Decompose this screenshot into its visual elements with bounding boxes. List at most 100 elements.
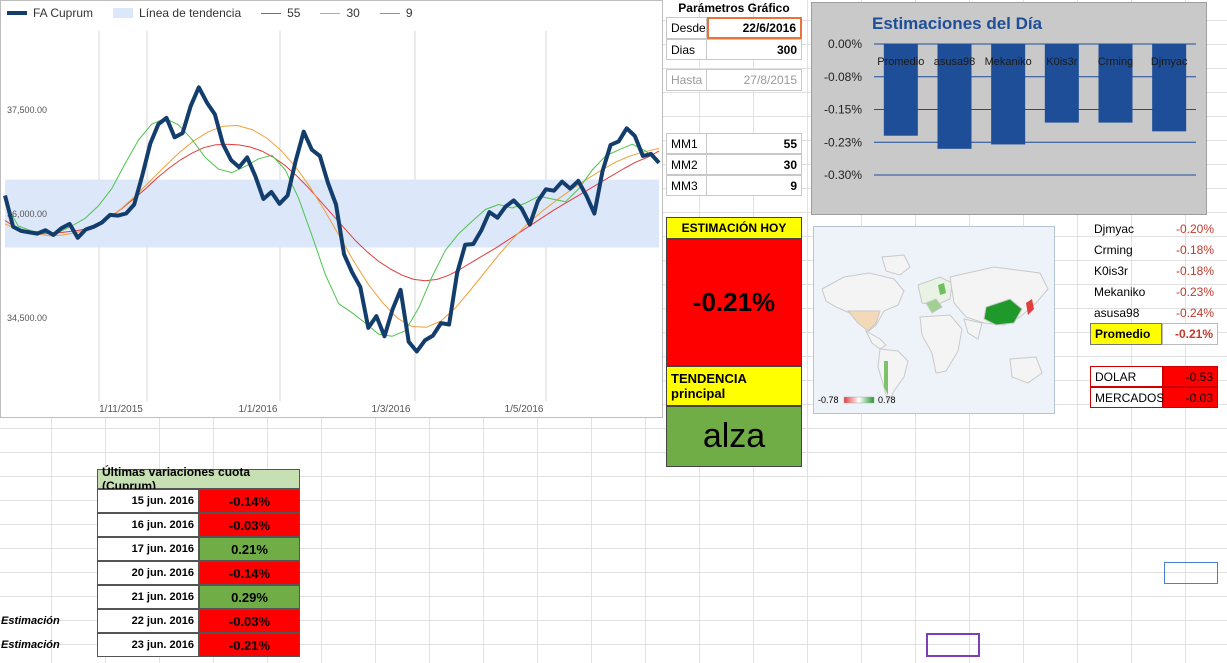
legend-label: FA Cuprum [33, 6, 94, 20]
bar-chart-y-tick: 0.00% [828, 37, 862, 51]
variacion-tag: Estimación [1, 639, 60, 651]
tendencia-value: alza [666, 406, 802, 467]
dias-label: Dias [666, 39, 707, 60]
variacion-value: -0.03% [199, 609, 300, 633]
variacion-tag [0, 537, 96, 561]
estimaciones-bar-chart[interactable]: Estimaciones del Día 0.00% -0.08% -0.15% -0… [811, 2, 1207, 215]
active-cell-cursor[interactable] [926, 633, 980, 657]
legend-label: 55 [287, 6, 301, 20]
mm2-input[interactable]: 30 [706, 154, 802, 175]
user-estimate: -0.23% [1175, 284, 1214, 299]
variaciones-title: Últimas variaciones cuota (Cuprum) [97, 465, 300, 493]
variacion-value: 0.21% [199, 537, 300, 561]
bar-category-label: K0is3r [1046, 56, 1078, 68]
legend-swatch [320, 12, 341, 14]
dias-input[interactable]: 300 [706, 39, 802, 60]
variacion-value: -0.14% [199, 561, 300, 585]
variacion-date: 20 jun. 2016 [97, 561, 199, 585]
variacion-date: 15 jun. 2016 [97, 489, 199, 513]
legend-item[interactable]: 9 [379, 6, 413, 20]
variacion-value: -0.14% [199, 489, 300, 513]
variacion-value: -0.21% [199, 633, 300, 657]
legend-item[interactable]: Línea de tendencia [113, 6, 241, 20]
bar-category-label: Promedio [877, 56, 924, 68]
variacion-date: 21 jun. 2016 [97, 585, 199, 609]
ma-9-series-line [4, 118, 660, 337]
bar-chart-y-tick: -0.08% [824, 70, 862, 84]
world-map-shapes [821, 254, 1049, 405]
legend-swatch [7, 11, 27, 15]
bar-category-label: asusa98 [934, 56, 976, 68]
estimaciones-chart-title: Estimaciones del Día [872, 14, 1043, 33]
mm3-label: MM3 [666, 175, 707, 196]
variacion-tag [0, 561, 96, 585]
variacion-tag [0, 585, 96, 609]
user-name: asusa98 [1094, 305, 1140, 320]
y-tick-label: 34,500.00 [7, 313, 47, 323]
chile-region [884, 361, 888, 395]
promedio-label: Promedio [1090, 323, 1162, 345]
mm1-input[interactable]: 55 [706, 133, 802, 154]
estimaciones-plot: 0.00% -0.08% -0.15% -0.23% -0.30% Promedio asu… [824, 37, 1196, 182]
variacion-date: 23 jun. 2016 [97, 633, 199, 657]
legend-item[interactable]: 55 [261, 6, 300, 20]
bar-chart-y-tick: -0.30% [824, 168, 862, 182]
bar-chart-y-tick: -0.15% [824, 103, 862, 117]
dolar-label: DOLAR [1090, 366, 1163, 387]
legend-label: 30 [346, 6, 360, 20]
mercados-value: -0.03 [1163, 387, 1218, 408]
x-tick-label: 1/5/2016 [505, 404, 544, 415]
cuprum-series-line [3, 85, 661, 354]
legend-swatch [379, 12, 400, 14]
y-tick-label: 37,500.00 [7, 105, 47, 115]
desde-label: Desde [666, 17, 707, 39]
estimate-bar [883, 44, 918, 136]
legend-swatch [261, 12, 282, 14]
cuprum-line-chart[interactable]: FA Cuprum Línea de tendencia 55 30 9 37,500.… [0, 0, 663, 418]
china-region [983, 298, 1023, 326]
mm3-input[interactable]: 9 [706, 175, 802, 196]
variacion-value: 0.29% [199, 585, 300, 609]
user-estimate: -0.18% [1175, 242, 1214, 257]
tendencia-header: TENDENCIA principal [666, 366, 802, 406]
estimate-bar [1098, 44, 1133, 123]
variacion-date: 17 jun. 2016 [97, 537, 199, 561]
usa-region [846, 310, 881, 332]
estimacion-hoy-header: ESTIMACIÓN HOY [666, 217, 802, 239]
variacion-value: -0.03% [199, 513, 300, 537]
bar-category-label: Djmyac [1151, 56, 1188, 68]
estimate-bar [937, 44, 972, 149]
mercados-label: MERCADOS [1090, 387, 1164, 408]
estimacion-hoy-value: -0.21% [666, 239, 802, 366]
x-tick-label: 1/1/2016 [239, 404, 278, 415]
estimate-bar [1044, 44, 1079, 123]
user-estimate: -0.18% [1175, 263, 1214, 278]
y-tick-label: 36,000.00 [7, 209, 47, 219]
legend-item[interactable]: FA Cuprum [7, 6, 93, 20]
legend-item[interactable]: 30 [320, 6, 360, 20]
legend-label: 9 [405, 6, 413, 20]
mm1-label: MM1 [666, 133, 707, 154]
variacion-tag: Estimación [1, 615, 60, 627]
user-name: Djmyac [1094, 221, 1135, 236]
estimate-bar [991, 44, 1026, 145]
bar-category-label: Crming [1098, 56, 1133, 68]
user-name: Mekaniko [1094, 284, 1146, 299]
selected-cell-highlight[interactable] [1164, 562, 1218, 584]
japan-region [1026, 299, 1034, 315]
user-estimate: -0.20% [1175, 221, 1214, 236]
bar-category-label: Mekaniko [985, 56, 1032, 68]
europe-region [925, 298, 943, 314]
user-name: K0is3r [1094, 263, 1129, 278]
legend-swatch [113, 8, 134, 18]
x-tick-label: 1/11/2015 [99, 404, 143, 415]
world-geo-map[interactable]: -0.78 0.78 [813, 226, 1055, 414]
estimate-bar [1152, 44, 1187, 132]
mm2-label: MM2 [666, 154, 707, 175]
line-chart-plot: 37,500.00 36,000.00 34,500.00 1/11/2015 1/1/… [3, 31, 661, 415]
user-estimate: -0.24% [1175, 305, 1214, 320]
dolar-value: -0.53 [1163, 366, 1218, 387]
desde-input[interactable]: 22/6/2016 [707, 17, 802, 39]
bar-chart-y-tick: -0.23% [824, 135, 862, 149]
parametros-title: Parámetros Gráfico [678, 1, 790, 15]
